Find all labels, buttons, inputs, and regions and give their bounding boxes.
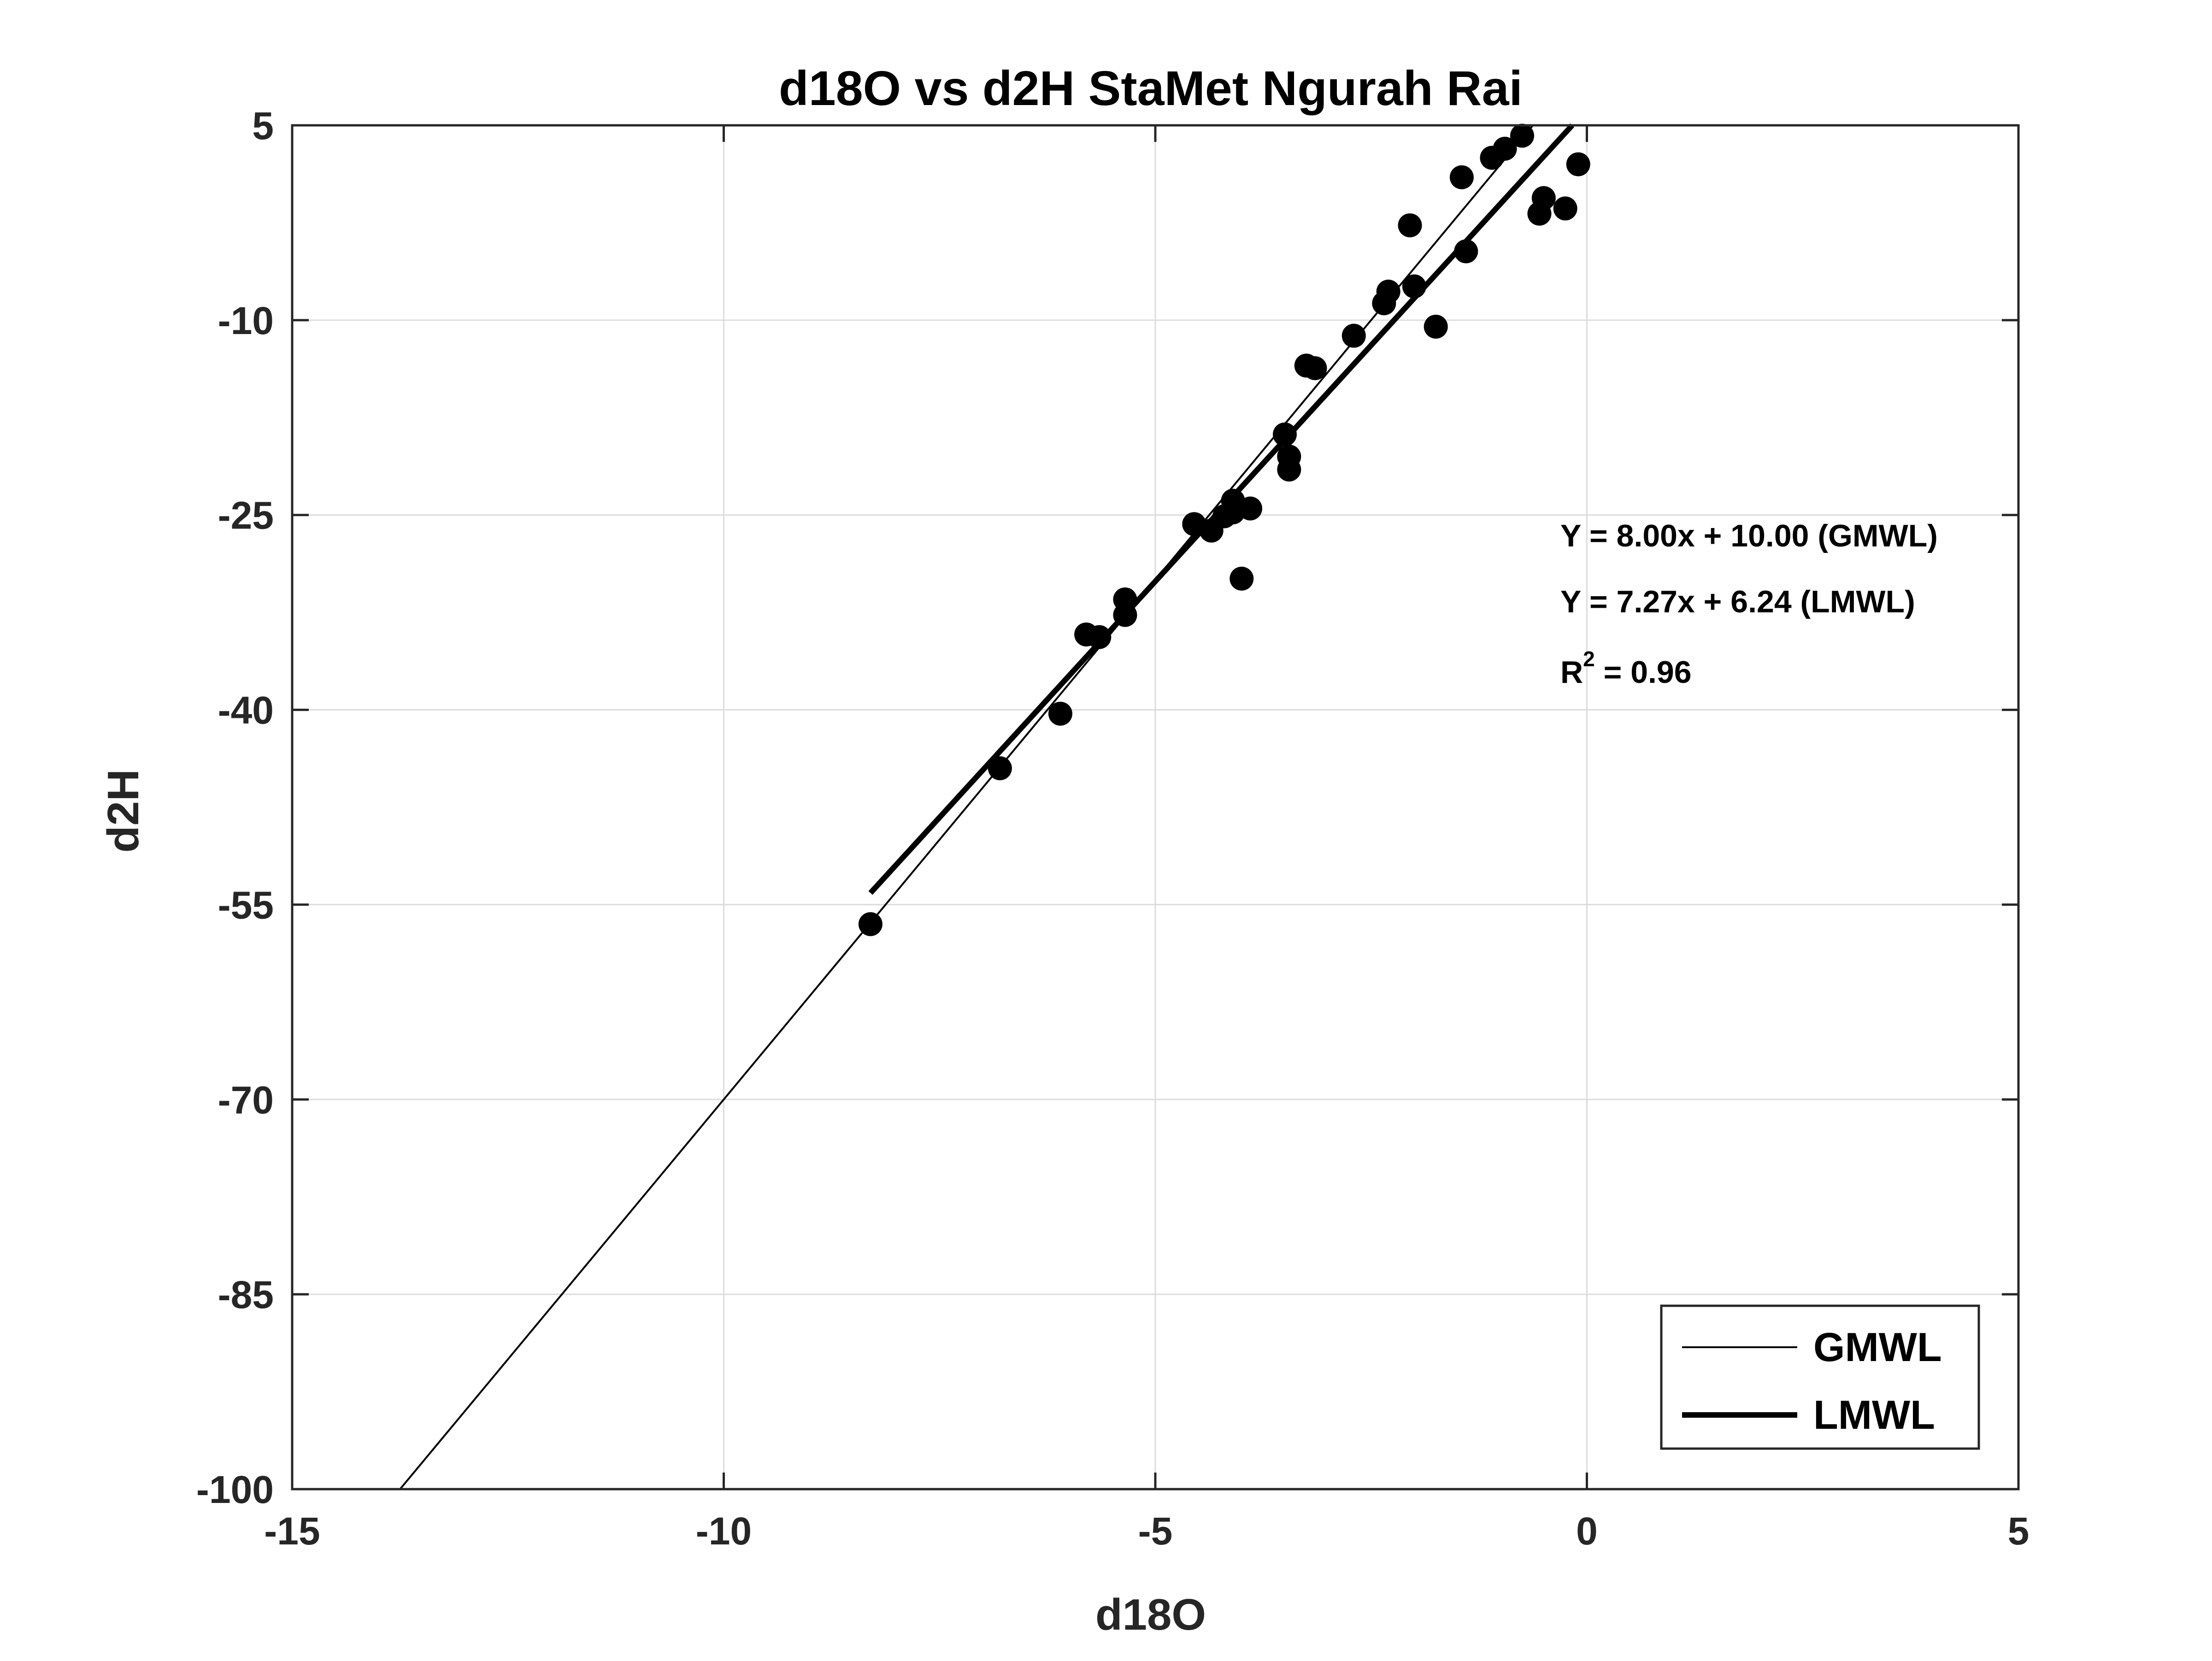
r-squared-symbol: R: [1560, 655, 1583, 690]
x-tick-label: -15: [264, 1509, 320, 1553]
data-point: [988, 756, 1012, 781]
x-tick-label: -10: [696, 1509, 752, 1553]
data-point: [1272, 422, 1297, 446]
data-point: [1087, 625, 1112, 649]
data-point: [1230, 566, 1254, 591]
legend-box: [1660, 1304, 1980, 1450]
x-tick-labels: -15 -10 -5 0 5: [264, 1509, 2029, 1553]
y-tick-label: -25: [218, 494, 274, 537]
data-point: [1398, 213, 1422, 238]
data-point: [1341, 323, 1366, 348]
data-point: [1303, 356, 1327, 381]
axis-ticks: [291, 124, 2020, 1491]
grid: [292, 125, 2018, 1489]
gmwl-equation: Y = 8.00x + 10.00 (GMWL): [1560, 518, 1938, 553]
y-tick-label: -100: [196, 1468, 274, 1511]
data-point: [1454, 239, 1478, 264]
y-axis-label: d2H: [99, 769, 148, 852]
x-tick-label: 0: [1576, 1509, 1598, 1553]
y-tick-labels: -100 -85 -70 -55 -40 -25 -10 5: [196, 104, 274, 1511]
y-tick-label: -70: [218, 1078, 274, 1121]
legend: GMWL LMWL: [1660, 1304, 1980, 1450]
data-point: [1238, 496, 1263, 521]
y-tick-label: -10: [218, 299, 274, 342]
y-tick-label: -55: [218, 883, 274, 927]
data-point: [1402, 274, 1426, 299]
data-point: [1048, 702, 1072, 726]
data-points: [858, 123, 1590, 936]
data-point: [1493, 136, 1517, 161]
data-point: [1113, 587, 1137, 611]
x-tick-label: -5: [1138, 1509, 1173, 1553]
data-point: [1449, 165, 1474, 189]
legend-label-gmwl: GMWL: [1813, 1324, 1942, 1370]
chart-title: d18O vs d2H StaMet Ngurah Rai: [779, 61, 1523, 116]
r-squared-superscript: 2: [1583, 647, 1595, 671]
data-point: [1553, 196, 1577, 221]
line-gmwl: [399, 125, 1534, 1490]
y-tick-label: -85: [218, 1273, 274, 1316]
data-point: [1510, 123, 1535, 148]
data-point: [1277, 458, 1301, 482]
r-squared: R2 = 0.96: [1560, 647, 1692, 690]
r-squared-value: = 0.96: [1595, 655, 1692, 690]
data-point: [1566, 152, 1590, 176]
lmwl-equation: Y = 7.27x + 6.24 (LMWL): [1560, 584, 1915, 619]
x-tick-label: 5: [2008, 1509, 2030, 1553]
data-point: [1531, 186, 1556, 210]
data-point: [1424, 314, 1448, 339]
y-tick-label: -40: [218, 689, 274, 732]
legend-label-lmwl: LMWL: [1813, 1392, 1935, 1438]
x-axis-label: d18O: [1095, 1590, 1206, 1639]
y-tick-label: 5: [252, 104, 274, 147]
data-point: [1376, 279, 1400, 304]
data-point: [858, 912, 882, 936]
